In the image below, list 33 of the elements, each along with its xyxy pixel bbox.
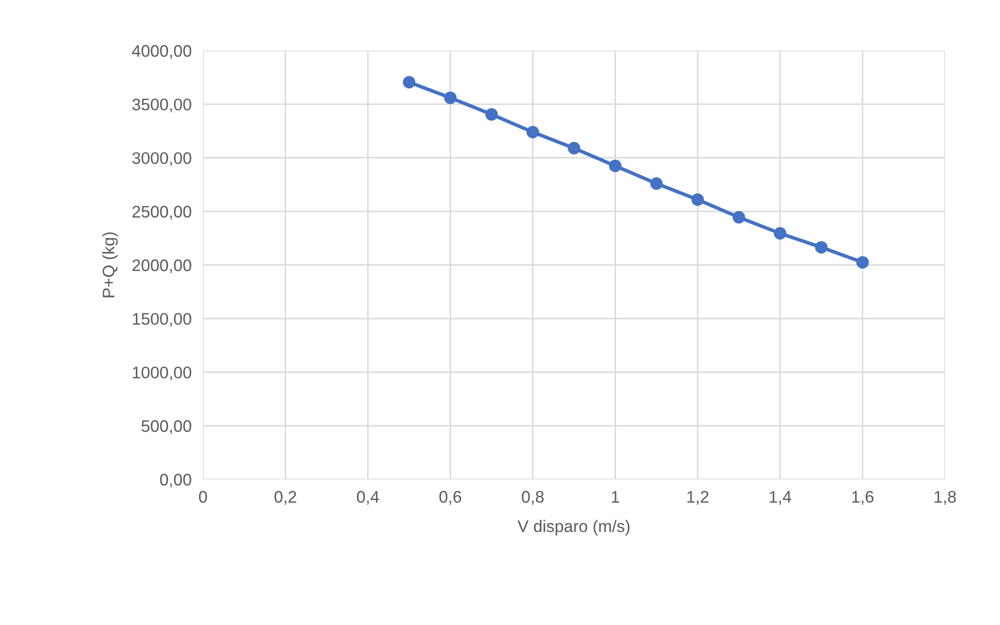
x-tick-label: 1,4 bbox=[770, 491, 792, 505]
point bbox=[815, 241, 828, 254]
x-tick-label: 1,8 bbox=[934, 490, 956, 505]
y-tick-label: 1500,00 bbox=[132, 312, 192, 327]
point bbox=[774, 227, 786, 240]
y-tick-label: 3000,00 bbox=[132, 152, 192, 166]
y-tick-label: 4000,00 bbox=[132, 45, 192, 59]
x-tick-label: 1 bbox=[612, 491, 620, 503]
point bbox=[691, 193, 704, 206]
x-tick-label: 0,6 bbox=[439, 490, 462, 505]
x-tick-label: 0,2 bbox=[274, 490, 296, 505]
point bbox=[732, 211, 746, 224]
point bbox=[444, 92, 457, 104]
y-tick-label: 1000,00 bbox=[132, 366, 192, 380]
x-tick-label: 0,4 bbox=[356, 490, 379, 505]
point bbox=[856, 256, 869, 269]
x-axis-title: V disparo (m/s) bbox=[518, 520, 630, 536]
x-tick-label: 0,8 bbox=[522, 490, 544, 505]
y-tick-label: 0,00 bbox=[160, 474, 192, 488]
point bbox=[650, 177, 663, 190]
x-tick-label: 0 bbox=[199, 490, 207, 503]
x-tick-label: 1,2 bbox=[687, 490, 708, 505]
y-tick-label: 3500,00 bbox=[132, 98, 192, 112]
y-tick-label: 2500,00 bbox=[132, 206, 192, 220]
point bbox=[485, 108, 498, 121]
point bbox=[608, 160, 622, 172]
x-tick-label: 1,6 bbox=[852, 490, 874, 505]
point bbox=[526, 126, 540, 138]
y-tick-label: 2000,00 bbox=[132, 259, 192, 274]
y-tick-label: 500,00 bbox=[142, 420, 192, 434]
y-axis-title: P+Q (kg) bbox=[102, 232, 118, 298]
point bbox=[568, 142, 580, 154]
point bbox=[402, 76, 416, 88]
